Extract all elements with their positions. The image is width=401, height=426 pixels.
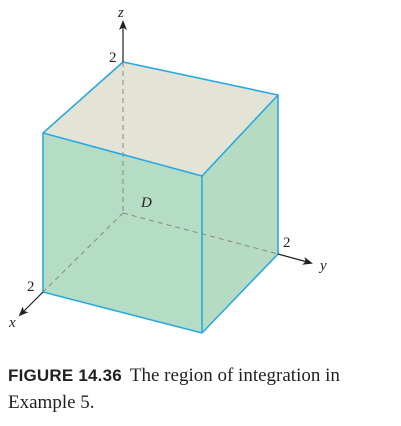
figure-number: FIGURE 14.36: [8, 366, 122, 385]
z-tick-label: 2: [109, 50, 117, 66]
x-axis: [18, 291, 44, 317]
cube-edges: [42, 61, 279, 334]
y-axis-label: y: [318, 258, 327, 274]
figure-caption: FIGURE 14.36 The region of integration in…: [8, 362, 400, 416]
caption-text: The region of integration in Example 5.: [8, 365, 340, 413]
y-tick-label: 2: [283, 235, 291, 251]
x-axis-label: x: [8, 315, 16, 331]
region-d-label: D: [140, 195, 152, 211]
cube-front-face: [43, 133, 202, 333]
x-tick-label: 2: [27, 279, 35, 295]
z-axis-label: z: [117, 5, 124, 21]
cube-figure: z y x 2 2 2 D: [8, 5, 327, 334]
y-axis: [277, 253, 313, 265]
cube-top-face: [43, 62, 278, 176]
hidden-edges: [42, 62, 279, 293]
